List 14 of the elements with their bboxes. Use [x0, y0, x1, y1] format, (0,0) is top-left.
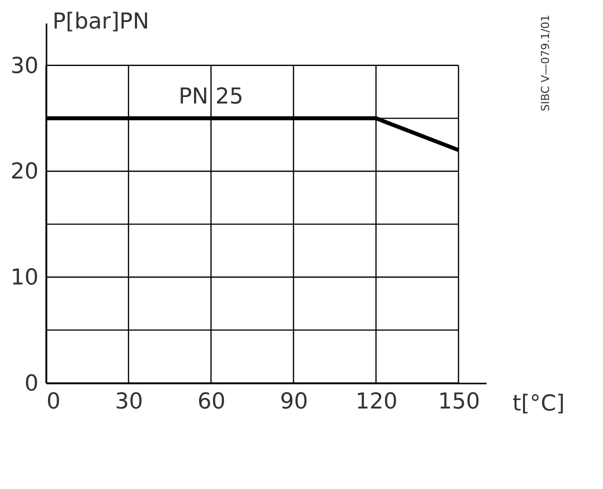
- x-tick-label: 30: [115, 390, 143, 414]
- y-axis-title: P[bar]PN: [52, 10, 150, 34]
- annotation: PN 25: [178, 84, 244, 110]
- x-tick-label: 0: [46, 390, 60, 414]
- x-axis-title: t[°C]: [512, 392, 565, 416]
- x-tick-label: 90: [280, 390, 308, 414]
- x-tick-label: 120: [356, 390, 398, 414]
- y-tick-label: 30: [10, 54, 38, 79]
- y-tick-label: 0: [24, 372, 38, 396]
- x-tick-label: 150: [438, 390, 480, 414]
- y-tick-label: 20: [10, 160, 38, 185]
- y-tick-label: 10: [10, 266, 38, 291]
- x-tick-label: 60: [198, 390, 226, 414]
- text: SIBC V—079.1/01: [539, 14, 552, 112]
